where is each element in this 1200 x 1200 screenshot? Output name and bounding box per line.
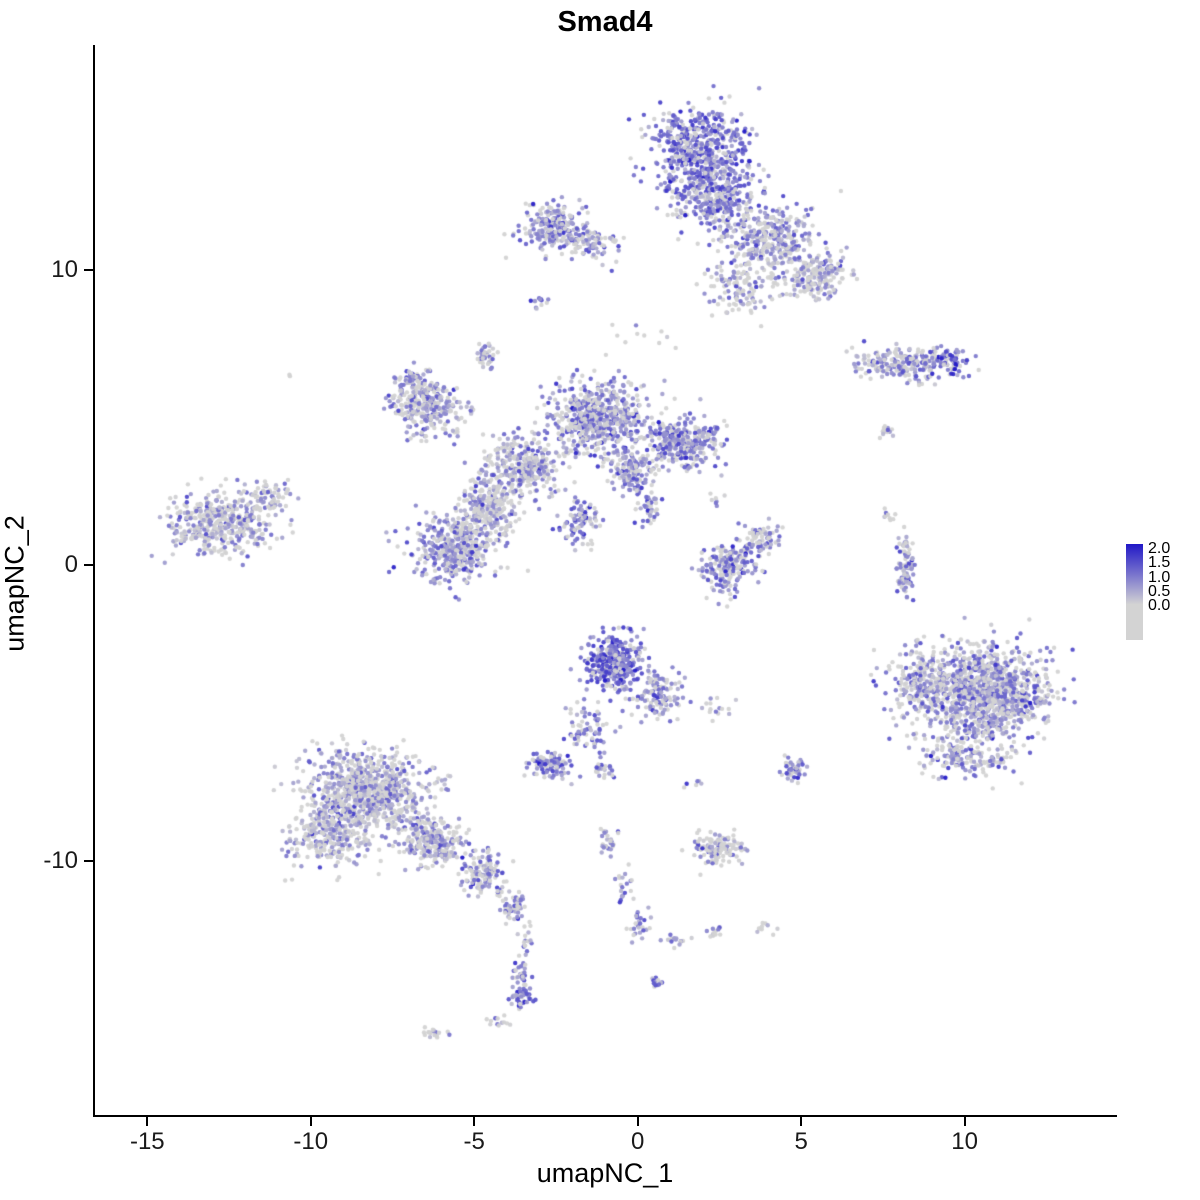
umap-scatter-canvas <box>95 45 1115 1115</box>
x-tick-label: -15 <box>129 1128 165 1155</box>
y-tick-label: 0 <box>64 551 78 579</box>
x-tick-mark <box>309 1117 312 1126</box>
x-tick-label: -5 <box>463 1128 485 1155</box>
colorbar-tick-label: 1.0 <box>1148 568 1171 586</box>
x-tick-mark <box>473 1117 476 1126</box>
x-tick-mark <box>146 1117 149 1126</box>
plot-title: Smad4 <box>557 6 653 38</box>
colorbar-gradient <box>1126 544 1143 640</box>
x-tick-mark <box>963 1117 966 1126</box>
y-axis-line <box>93 45 95 1117</box>
colorbar-tick-label: 2.0 <box>1148 540 1171 557</box>
y-axis-title: umapNC_2 <box>0 515 30 652</box>
y-tick-mark <box>84 268 93 271</box>
colorbar-tick-label: 0.0 <box>1148 597 1171 615</box>
x-tick-label: -10 <box>293 1128 329 1155</box>
x-axis-line <box>93 1115 1117 1117</box>
x-tick-label: 10 <box>951 1128 978 1155</box>
colorbar-tick-label: 1.5 <box>1148 554 1171 572</box>
y-tick-mark <box>84 564 93 567</box>
x-tick-mark <box>800 1117 803 1126</box>
y-tick-label: 10 <box>51 255 78 283</box>
x-tick-mark <box>636 1117 639 1126</box>
x-axis-title: umapNC_1 <box>536 1158 674 1188</box>
colorbar-labels: 2.0 1.5 1.0 0.5 0.0 <box>1148 540 1171 615</box>
y-tick-mark <box>84 859 93 862</box>
x-tick-label: 0 <box>631 1128 645 1155</box>
y-tick-label: -10 <box>43 846 78 874</box>
colorbar-tick-label: 0.5 <box>1148 582 1171 600</box>
x-tick-label: 5 <box>794 1128 808 1155</box>
